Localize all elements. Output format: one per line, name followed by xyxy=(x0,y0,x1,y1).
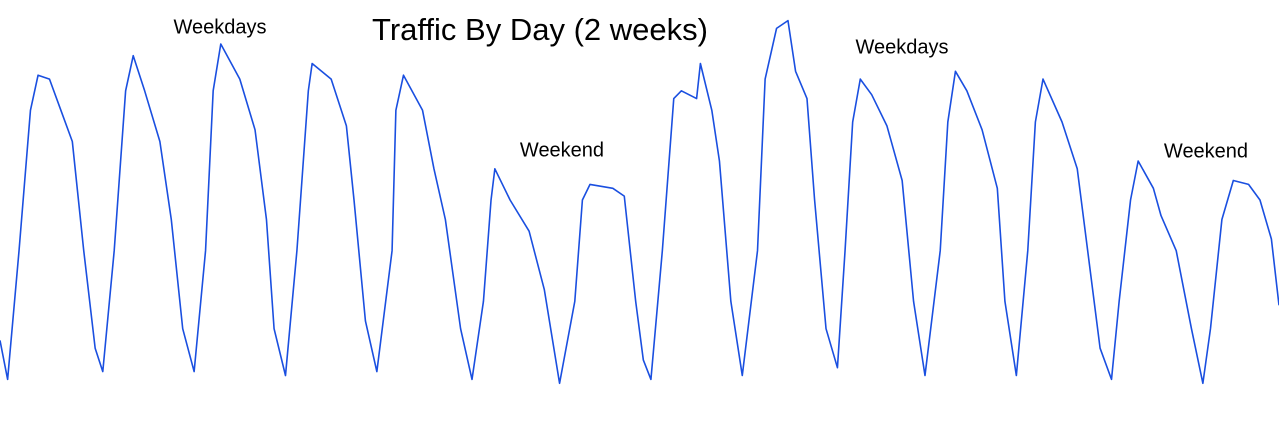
traffic-line xyxy=(0,19,1279,385)
annotation: Weekdays xyxy=(173,16,266,38)
annotation: Weekend xyxy=(520,139,604,161)
chart-title: Traffic By Day (2 weeks) xyxy=(372,12,708,47)
annotation: Weekend xyxy=(1164,140,1248,162)
annotation: Weekdays xyxy=(855,36,948,58)
